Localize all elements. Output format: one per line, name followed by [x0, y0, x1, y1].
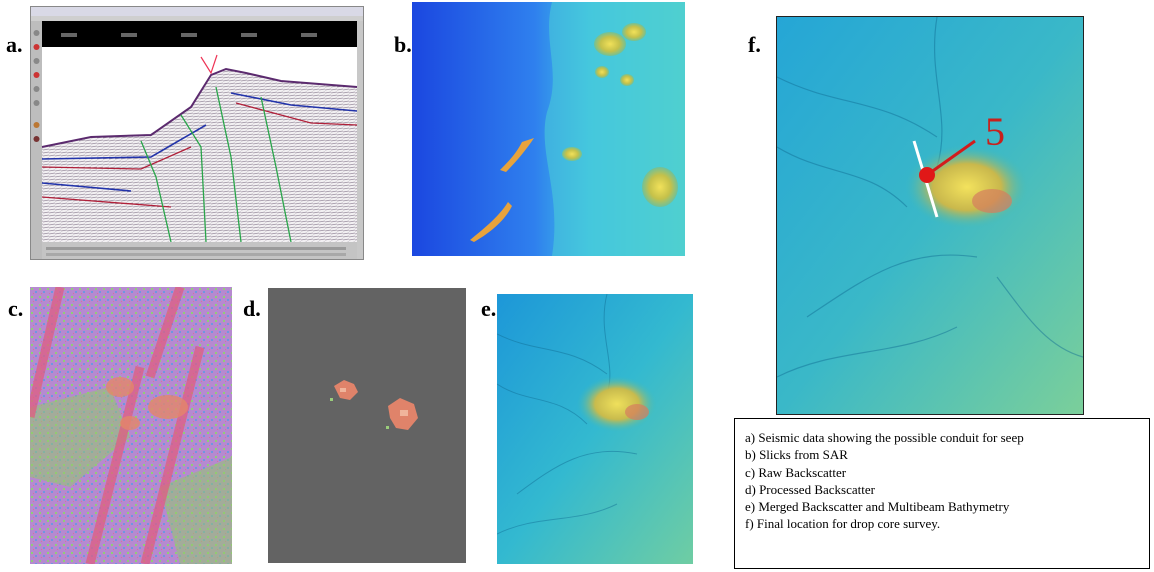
panel-f-label: f. [748, 32, 761, 57]
raw-backscatter-image [30, 287, 232, 564]
panel-c-label: c. [8, 296, 24, 321]
legend-box: a) Seismic data showing the possible con… [734, 418, 1150, 569]
core-location-marker [919, 167, 935, 183]
legend-item-e: e) Merged Backscatter and Multibeam Bath… [745, 499, 1010, 515]
legend-item-a: a) Seismic data showing the possible con… [745, 430, 1024, 445]
panel-a-label: a. [6, 32, 23, 57]
legend-item-c: c) Raw Backscatter [745, 464, 847, 480]
merged-bathymetry-image [497, 294, 693, 564]
sar-slicks-image [412, 2, 685, 256]
marker-leader-line [926, 139, 976, 177]
legend-item-b: b) Slicks from SAR [745, 447, 848, 463]
panel-d-label: d. [243, 296, 261, 321]
panel-e-label: e. [481, 296, 497, 321]
marker-number-label: 5 [985, 109, 1005, 154]
legend-item-f: f) Final location for drop core survey. [745, 516, 941, 532]
legend-item-d: d) Processed Backscatter [745, 481, 875, 497]
processed-backscatter-image [268, 288, 466, 563]
seismic-screenshot [30, 6, 364, 260]
final-location-image: 5 [776, 16, 1084, 415]
panel-b-label: b. [394, 32, 412, 57]
